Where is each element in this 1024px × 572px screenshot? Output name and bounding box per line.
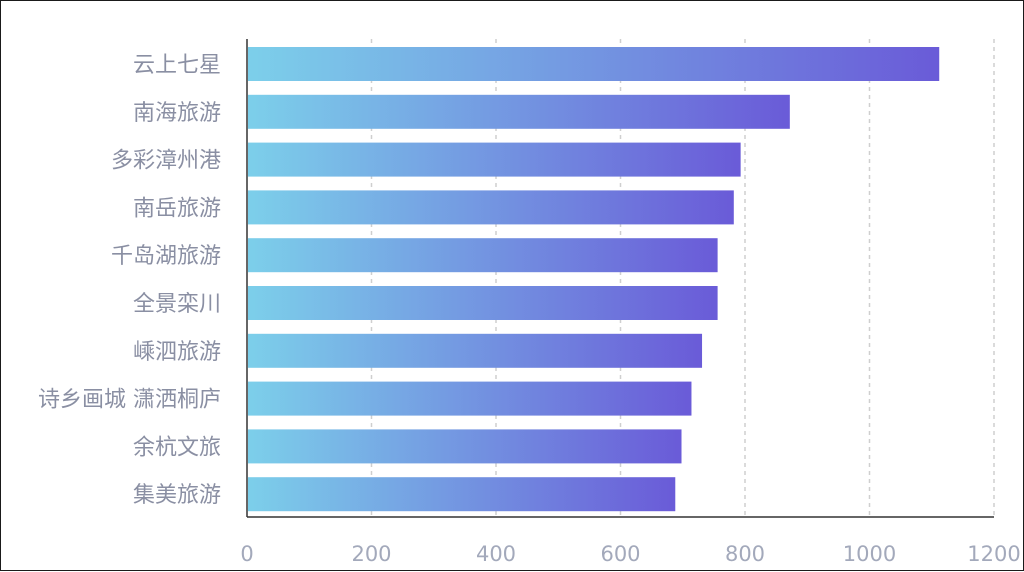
- category-label-6: 全景栾川: [133, 292, 221, 317]
- bar-3: [248, 142, 741, 177]
- bar-8: [248, 381, 692, 416]
- x-tick-label-0: 0: [240, 542, 253, 566]
- bar-1: [248, 47, 940, 81]
- category-label-4: 南岳旅游: [133, 196, 221, 221]
- x-tick-labels: 0 200 400 600 800 1000 1200: [240, 542, 1020, 566]
- x-tick-label-200: 200: [351, 542, 391, 566]
- bar-7: [248, 333, 703, 368]
- category-label-3: 多彩漳州港: [111, 149, 221, 174]
- bar-5: [248, 238, 718, 273]
- category-label-10: 集美旅游: [133, 483, 221, 508]
- bar-6: [248, 286, 718, 320]
- bar-9: [248, 429, 682, 464]
- x-tick-label-400: 400: [476, 542, 516, 566]
- category-label-5: 千岛湖旅游: [111, 244, 221, 269]
- category-label-1: 云上七星: [133, 53, 221, 78]
- x-tick-label-800: 800: [725, 542, 765, 566]
- bar-4: [248, 190, 734, 225]
- category-label-8: 诗乡画城 潇洒桐庐: [38, 388, 221, 413]
- x-tick-label-1200: 1200: [967, 542, 1020, 566]
- category-label-7: 嵊泗旅游: [133, 340, 221, 365]
- category-label-9: 余杭文旅: [133, 435, 221, 460]
- bar-10: [248, 477, 676, 512]
- category-label-2: 南海旅游: [133, 101, 221, 126]
- axes: [246, 39, 994, 518]
- bar-2: [248, 94, 790, 129]
- x-tick-label-1000: 1000: [843, 542, 896, 566]
- bars: [248, 47, 940, 512]
- x-tick-label-600: 600: [600, 542, 640, 566]
